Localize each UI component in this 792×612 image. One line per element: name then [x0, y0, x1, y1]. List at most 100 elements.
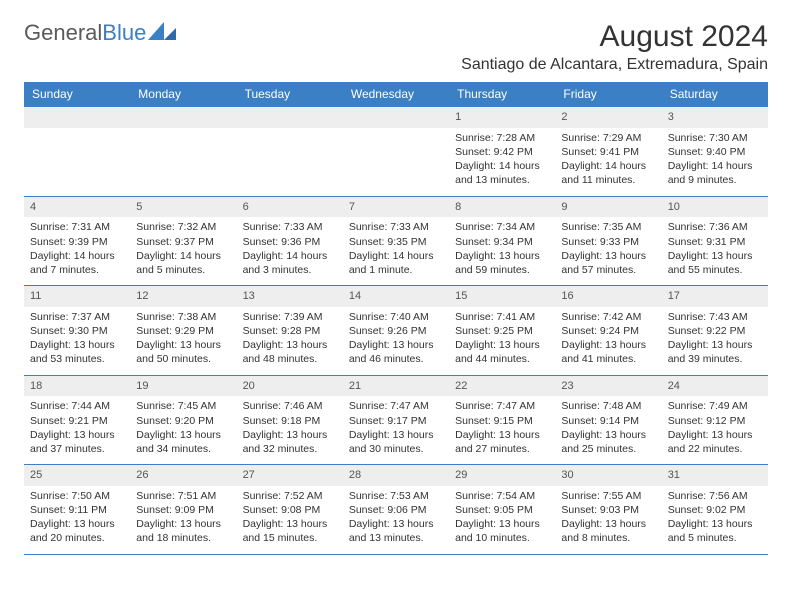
- day-number: 2: [555, 107, 661, 128]
- sunset-line: Sunset: 9:09 PM: [136, 503, 230, 517]
- sunrise-line: Sunrise: 7:37 AM: [30, 310, 124, 324]
- sunset-line: Sunset: 9:39 PM: [30, 235, 124, 249]
- sunset-line: Sunset: 9:37 PM: [136, 235, 230, 249]
- sunrise-line: Sunrise: 7:43 AM: [668, 310, 762, 324]
- daylight-line-2: and 53 minutes.: [30, 352, 124, 366]
- sunset-line: Sunset: 9:08 PM: [243, 503, 337, 517]
- calendar-day-cell: [237, 107, 343, 197]
- daylight-line-2: and 11 minutes.: [561, 173, 655, 187]
- day-details: Sunrise: 7:42 AMSunset: 9:24 PMDaylight:…: [555, 307, 661, 375]
- calendar-day-cell: 2Sunrise: 7:29 AMSunset: 9:41 PMDaylight…: [555, 107, 661, 197]
- day-number: 23: [555, 376, 661, 397]
- daylight-line-1: Daylight: 14 hours: [136, 249, 230, 263]
- sunset-line: Sunset: 9:15 PM: [455, 414, 549, 428]
- sunrise-line: Sunrise: 7:48 AM: [561, 399, 655, 413]
- daylight-line-1: Daylight: 13 hours: [455, 249, 549, 263]
- calendar-day-cell: 19Sunrise: 7:45 AMSunset: 9:20 PMDayligh…: [130, 375, 236, 465]
- daylight-line-2: and 9 minutes.: [668, 173, 762, 187]
- daylight-line-2: and 37 minutes.: [30, 442, 124, 456]
- sunrise-line: Sunrise: 7:29 AM: [561, 131, 655, 145]
- daylight-line-2: and 3 minutes.: [243, 263, 337, 277]
- calendar-day-cell: 23Sunrise: 7:48 AMSunset: 9:14 PMDayligh…: [555, 375, 661, 465]
- daylight-line-2: and 22 minutes.: [668, 442, 762, 456]
- daylight-line-1: Daylight: 14 hours: [30, 249, 124, 263]
- day-details: Sunrise: 7:44 AMSunset: 9:21 PMDaylight:…: [24, 396, 130, 464]
- day-number: 4: [24, 197, 130, 218]
- day-number: 17: [662, 286, 768, 307]
- calendar-day-cell: 15Sunrise: 7:41 AMSunset: 9:25 PMDayligh…: [449, 286, 555, 376]
- daylight-line-2: and 55 minutes.: [668, 263, 762, 277]
- daylight-line-1: Daylight: 13 hours: [668, 249, 762, 263]
- calendar-day-cell: 11Sunrise: 7:37 AMSunset: 9:30 PMDayligh…: [24, 286, 130, 376]
- sunrise-line: Sunrise: 7:40 AM: [349, 310, 443, 324]
- sunset-line: Sunset: 9:20 PM: [136, 414, 230, 428]
- daylight-line-2: and 41 minutes.: [561, 352, 655, 366]
- daylight-line-2: and 1 minute.: [349, 263, 443, 277]
- day-number: 15: [449, 286, 555, 307]
- sunrise-line: Sunrise: 7:38 AM: [136, 310, 230, 324]
- day-number: 6: [237, 197, 343, 218]
- sunrise-line: Sunrise: 7:32 AM: [136, 220, 230, 234]
- day-details: Sunrise: 7:36 AMSunset: 9:31 PMDaylight:…: [662, 217, 768, 285]
- daylight-line-2: and 32 minutes.: [243, 442, 337, 456]
- calendar-day-cell: 21Sunrise: 7:47 AMSunset: 9:17 PMDayligh…: [343, 375, 449, 465]
- day-details: Sunrise: 7:50 AMSunset: 9:11 PMDaylight:…: [24, 486, 130, 554]
- location-subtitle: Santiago de Alcantara, Extremadura, Spai…: [461, 56, 768, 74]
- sunrise-line: Sunrise: 7:56 AM: [668, 489, 762, 503]
- sunset-line: Sunset: 9:40 PM: [668, 145, 762, 159]
- sunrise-line: Sunrise: 7:53 AM: [349, 489, 443, 503]
- calendar-week-row: 18Sunrise: 7:44 AMSunset: 9:21 PMDayligh…: [24, 375, 768, 465]
- daylight-line-2: and 57 minutes.: [561, 263, 655, 277]
- day-details: Sunrise: 7:53 AMSunset: 9:06 PMDaylight:…: [343, 486, 449, 554]
- calendar-day-cell: 8Sunrise: 7:34 AMSunset: 9:34 PMDaylight…: [449, 196, 555, 286]
- day-header: Thursday: [449, 82, 555, 107]
- month-title: August 2024: [461, 20, 768, 54]
- daylight-line-1: Daylight: 13 hours: [455, 338, 549, 352]
- day-details: Sunrise: 7:39 AMSunset: 9:28 PMDaylight:…: [237, 307, 343, 375]
- day-details: Sunrise: 7:52 AMSunset: 9:08 PMDaylight:…: [237, 486, 343, 554]
- sunrise-line: Sunrise: 7:51 AM: [136, 489, 230, 503]
- daylight-line-2: and 5 minutes.: [136, 263, 230, 277]
- sunset-line: Sunset: 9:34 PM: [455, 235, 549, 249]
- day-details: Sunrise: 7:54 AMSunset: 9:05 PMDaylight:…: [449, 486, 555, 554]
- calendar-day-cell: 25Sunrise: 7:50 AMSunset: 9:11 PMDayligh…: [24, 465, 130, 555]
- daylight-line-2: and 50 minutes.: [136, 352, 230, 366]
- daylight-line-1: Daylight: 13 hours: [561, 428, 655, 442]
- day-number: 27: [237, 465, 343, 486]
- sunrise-line: Sunrise: 7:28 AM: [455, 131, 549, 145]
- daylight-line-2: and 5 minutes.: [668, 531, 762, 545]
- calendar-day-cell: [343, 107, 449, 197]
- calendar-day-cell: 22Sunrise: 7:47 AMSunset: 9:15 PMDayligh…: [449, 375, 555, 465]
- sunrise-line: Sunrise: 7:34 AM: [455, 220, 549, 234]
- sunrise-line: Sunrise: 7:44 AM: [30, 399, 124, 413]
- daylight-line-2: and 7 minutes.: [30, 263, 124, 277]
- day-header: Tuesday: [237, 82, 343, 107]
- calendar-body: 1Sunrise: 7:28 AMSunset: 9:42 PMDaylight…: [24, 107, 768, 555]
- sunset-line: Sunset: 9:41 PM: [561, 145, 655, 159]
- calendar-day-cell: 30Sunrise: 7:55 AMSunset: 9:03 PMDayligh…: [555, 465, 661, 555]
- day-header: Wednesday: [343, 82, 449, 107]
- header-row: GeneralBlue August 2024 Santiago de Alca…: [24, 20, 768, 74]
- day-number: 24: [662, 376, 768, 397]
- daylight-line-2: and 30 minutes.: [349, 442, 443, 456]
- daylight-line-2: and 13 minutes.: [455, 173, 549, 187]
- sunrise-line: Sunrise: 7:55 AM: [561, 489, 655, 503]
- sunrise-line: Sunrise: 7:30 AM: [668, 131, 762, 145]
- sunrise-line: Sunrise: 7:39 AM: [243, 310, 337, 324]
- calendar-day-cell: [24, 107, 130, 197]
- daylight-line-1: Daylight: 14 hours: [349, 249, 443, 263]
- day-details: Sunrise: 7:49 AMSunset: 9:12 PMDaylight:…: [662, 396, 768, 464]
- day-number: 19: [130, 376, 236, 397]
- daylight-line-2: and 13 minutes.: [349, 531, 443, 545]
- calendar-day-cell: 24Sunrise: 7:49 AMSunset: 9:12 PMDayligh…: [662, 375, 768, 465]
- day-details: Sunrise: 7:55 AMSunset: 9:03 PMDaylight:…: [555, 486, 661, 554]
- day-details: Sunrise: 7:47 AMSunset: 9:17 PMDaylight:…: [343, 396, 449, 464]
- day-number: 30: [555, 465, 661, 486]
- day-header: Friday: [555, 82, 661, 107]
- sunrise-line: Sunrise: 7:45 AM: [136, 399, 230, 413]
- calendar-day-cell: 6Sunrise: 7:33 AMSunset: 9:36 PMDaylight…: [237, 196, 343, 286]
- brand-name-blue: Blue: [102, 20, 146, 46]
- daylight-line-2: and 46 minutes.: [349, 352, 443, 366]
- day-number: 16: [555, 286, 661, 307]
- daylight-line-1: Daylight: 14 hours: [455, 159, 549, 173]
